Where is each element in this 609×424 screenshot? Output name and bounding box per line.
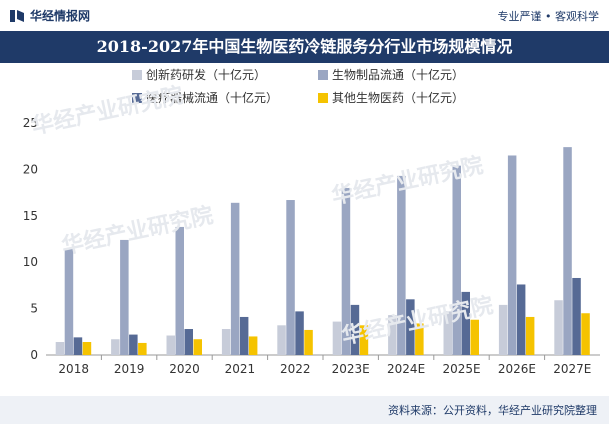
bar — [554, 300, 563, 355]
bar — [175, 226, 184, 355]
bar — [563, 147, 572, 355]
bar — [277, 325, 286, 355]
legend-swatch — [132, 70, 142, 80]
x-tick-label: 2018 — [58, 362, 89, 376]
y-tick-label: 0 — [30, 348, 38, 362]
bar — [415, 323, 424, 355]
bar — [359, 325, 369, 355]
bar — [82, 342, 92, 355]
bar — [111, 339, 120, 355]
bar — [498, 304, 508, 355]
footer: 资料来源：公开资料，华经产业研究院整理 — [0, 396, 609, 424]
bar — [461, 291, 470, 355]
bar — [73, 337, 83, 355]
bar — [184, 329, 193, 355]
x-tick-label: 2020 — [169, 362, 200, 376]
bar — [388, 315, 397, 355]
bar — [193, 339, 202, 355]
bar — [304, 329, 313, 355]
bar — [166, 335, 175, 355]
bar — [581, 313, 590, 355]
x-tick-label: 2019 — [114, 362, 145, 376]
x-tick-label: 2023E — [332, 362, 370, 376]
bar-chart: 创新药研发（十亿元） 生物制品流通（十亿元） 医疗器械流通（十亿元） 其他生物医药（十… — [23, 67, 600, 376]
bar — [516, 284, 526, 355]
legend-label: 医疗器械流通（十亿元） — [146, 90, 278, 105]
bar — [332, 321, 342, 355]
y-tick-label: 15 — [23, 209, 38, 223]
y-tick-label: 20 — [23, 162, 38, 176]
source-note: 资料来源：公开资料，华经产业研究院整理 — [388, 404, 597, 417]
bar — [470, 319, 479, 355]
bar — [397, 175, 406, 355]
bar — [406, 299, 415, 355]
bar — [507, 155, 517, 355]
legend-swatch — [318, 70, 328, 80]
bar — [286, 200, 295, 355]
bar — [239, 316, 249, 355]
brand-name: 华经情报网 — [30, 9, 91, 23]
bar — [248, 336, 258, 355]
bar — [64, 248, 74, 355]
bar — [341, 187, 351, 355]
bar — [452, 165, 461, 355]
y-tick-label: 5 — [30, 302, 38, 316]
x-tick-label: 2021 — [225, 362, 256, 376]
bar — [443, 311, 452, 355]
bar — [230, 202, 240, 355]
bar — [350, 304, 360, 355]
x-tick-label: 2027E — [553, 362, 591, 376]
x-tick-label: 2026E — [498, 362, 536, 376]
bar — [221, 329, 231, 355]
slogan: 专业严谨 • 客观科学 — [497, 10, 599, 23]
legend-swatch — [318, 93, 328, 103]
legend-label: 生物制品流通（十亿元） — [332, 67, 464, 82]
bar — [295, 311, 304, 355]
logo-icon — [10, 9, 24, 22]
bar — [129, 334, 138, 355]
x-tick-label: 2024E — [387, 362, 425, 376]
chart-title: 2018-2027年中国生物医药冷链服务分行业市场规模情况 — [0, 31, 609, 63]
bar — [525, 316, 535, 355]
y-tick-label: 10 — [23, 255, 38, 269]
y-tick-label: 25 — [23, 116, 38, 130]
x-tick-label: 2025E — [442, 362, 480, 376]
bar — [120, 239, 129, 355]
bar — [138, 342, 147, 355]
x-tick-label: 2022 — [280, 362, 311, 376]
legend-swatch — [132, 93, 142, 103]
legend-label: 创新药研发（十亿元） — [146, 67, 266, 82]
bar — [572, 277, 581, 355]
chart-area: 华经产业研究院 华经产业研究院 华经产业研究院 华经产业研究院 创新药研发（十亿… — [0, 63, 609, 396]
brand: 华经情报网 — [10, 7, 90, 24]
legend-label: 其他生物医药（十亿元） — [332, 90, 464, 105]
top-bar: 华经情报网 专业严谨 • 客观科学 — [0, 0, 609, 30]
bar — [55, 342, 65, 355]
